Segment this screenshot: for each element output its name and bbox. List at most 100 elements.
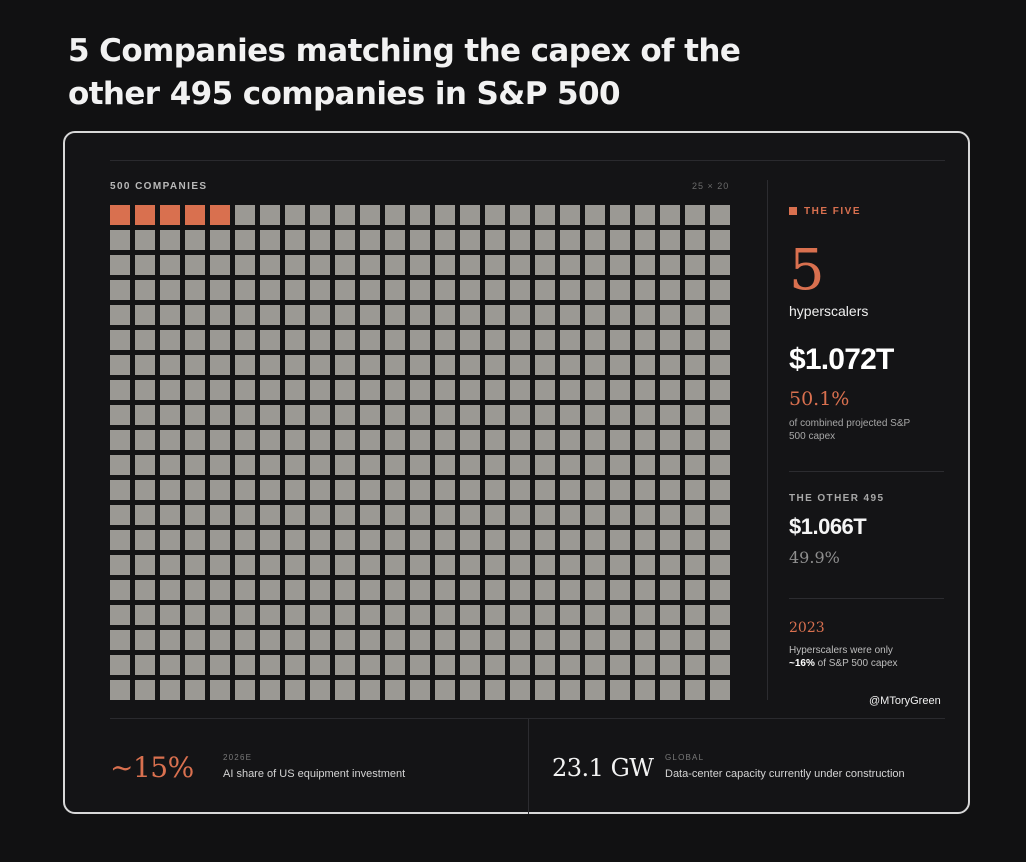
waffle-cell-other [485, 280, 505, 300]
waffle-cell-other [610, 630, 630, 650]
waffle-cell-other [235, 255, 255, 275]
waffle-cell-other [110, 630, 130, 650]
waffle-cell-other [235, 380, 255, 400]
waffle-cell-other [510, 655, 530, 675]
waffle-cell-other [685, 630, 705, 650]
stat-capacity-tag: GLOBAL [665, 753, 705, 762]
waffle-cell-other [385, 430, 405, 450]
waffle-cell-other [410, 580, 430, 600]
waffle-cell-other [435, 505, 455, 525]
waffle-cell-other [585, 205, 605, 225]
waffle-cell-other [585, 305, 605, 325]
waffle-cell-other [235, 230, 255, 250]
waffle-cell-other [235, 505, 255, 525]
waffle-cell-other [585, 405, 605, 425]
waffle-cell-other [460, 630, 480, 650]
five-note: of combined projected S&P 500 capex [789, 418, 911, 442]
waffle-cell-other [235, 555, 255, 575]
waffle-cell-other [210, 405, 230, 425]
five-capex: $1.072T [789, 343, 894, 376]
waffle-cell-other [510, 205, 530, 225]
waffle-cell-other [285, 580, 305, 600]
waffle-cell-other [535, 305, 555, 325]
sidebar-divider [789, 598, 944, 599]
waffle-cell-other [310, 630, 330, 650]
waffle-cell-other [210, 430, 230, 450]
waffle-cell-other [610, 355, 630, 375]
waffle-cell-other [335, 255, 355, 275]
waffle-cell-other [610, 605, 630, 625]
waffle-cell-other [560, 680, 580, 700]
waffle-cell-other [185, 580, 205, 600]
waffle-cell-other [610, 680, 630, 700]
waffle-cell-other [710, 655, 730, 675]
waffle-cell-other [385, 405, 405, 425]
waffle-cell-other [560, 430, 580, 450]
waffle-cell-other [310, 655, 330, 675]
waffle-cell-other [685, 555, 705, 575]
waffle-cell-other [510, 230, 530, 250]
waffle-cell-other [435, 630, 455, 650]
waffle-cell-other [460, 580, 480, 600]
waffle-cell-other [660, 205, 680, 225]
waffle-cell-other [635, 530, 655, 550]
waffle-cell-other [535, 330, 555, 350]
waffle-cell-other [210, 255, 230, 275]
waffle-cell-other [335, 330, 355, 350]
waffle-cell-five [160, 205, 180, 225]
waffle-cell-other [110, 430, 130, 450]
waffle-cell-other [660, 455, 680, 475]
waffle-cell-other [710, 330, 730, 350]
sidebar-divider [789, 471, 944, 472]
waffle-cell-other [285, 230, 305, 250]
waffle-cell-other [710, 605, 730, 625]
five-share: 50.1% [789, 388, 850, 410]
waffle-cell-other [710, 530, 730, 550]
waffle-cell-other [385, 355, 405, 375]
waffle-cell-other [110, 255, 130, 275]
waffle-cell-other [710, 455, 730, 475]
waffle-cell-other [560, 280, 580, 300]
waffle-cell-other [260, 255, 280, 275]
waffle-cell-other [560, 630, 580, 650]
waffle-cell-other [460, 455, 480, 475]
waffle-cell-other [260, 430, 280, 450]
waffle-cell-other [535, 205, 555, 225]
waffle-cell-other [135, 680, 155, 700]
waffle-cell-other [635, 605, 655, 625]
waffle-cell-other [460, 330, 480, 350]
waffle-cell-other [610, 480, 630, 500]
waffle-cell-other [360, 505, 380, 525]
waffle-cell-other [185, 655, 205, 675]
waffle-cell-other [585, 655, 605, 675]
waffle-cell-other [435, 605, 455, 625]
waffle-cell-other [460, 305, 480, 325]
waffle-cell-other [410, 455, 430, 475]
waffle-cell-other [360, 305, 380, 325]
waffle-cell-other [235, 630, 255, 650]
waffle-cell-other [285, 205, 305, 225]
waffle-cell-other [110, 405, 130, 425]
waffle-cell-other [385, 680, 405, 700]
waffle-cell-other [235, 455, 255, 475]
waffle-cell-other [610, 405, 630, 425]
waffle-cell-other [235, 680, 255, 700]
waffle-cell-other [360, 680, 380, 700]
waffle-cell-other [460, 205, 480, 225]
waffle-cell-other [535, 605, 555, 625]
waffle-cell-other [710, 280, 730, 300]
waffle-cell-other [585, 455, 605, 475]
waffle-cell-other [585, 605, 605, 625]
waffle-cell-other [460, 230, 480, 250]
year-note: Hyperscalers were only ~16% of S&P 500 c… [789, 644, 939, 670]
waffle-cell-other [610, 380, 630, 400]
waffle-cell-other [360, 255, 380, 275]
waffle-cell-other [360, 205, 380, 225]
waffle-cell-other [410, 530, 430, 550]
waffle-cell-other [685, 405, 705, 425]
waffle-cell-other [485, 255, 505, 275]
waffle-cell-other [160, 655, 180, 675]
waffle-cell-other [410, 330, 430, 350]
waffle-cell-other [135, 455, 155, 475]
waffle-cell-other [585, 580, 605, 600]
